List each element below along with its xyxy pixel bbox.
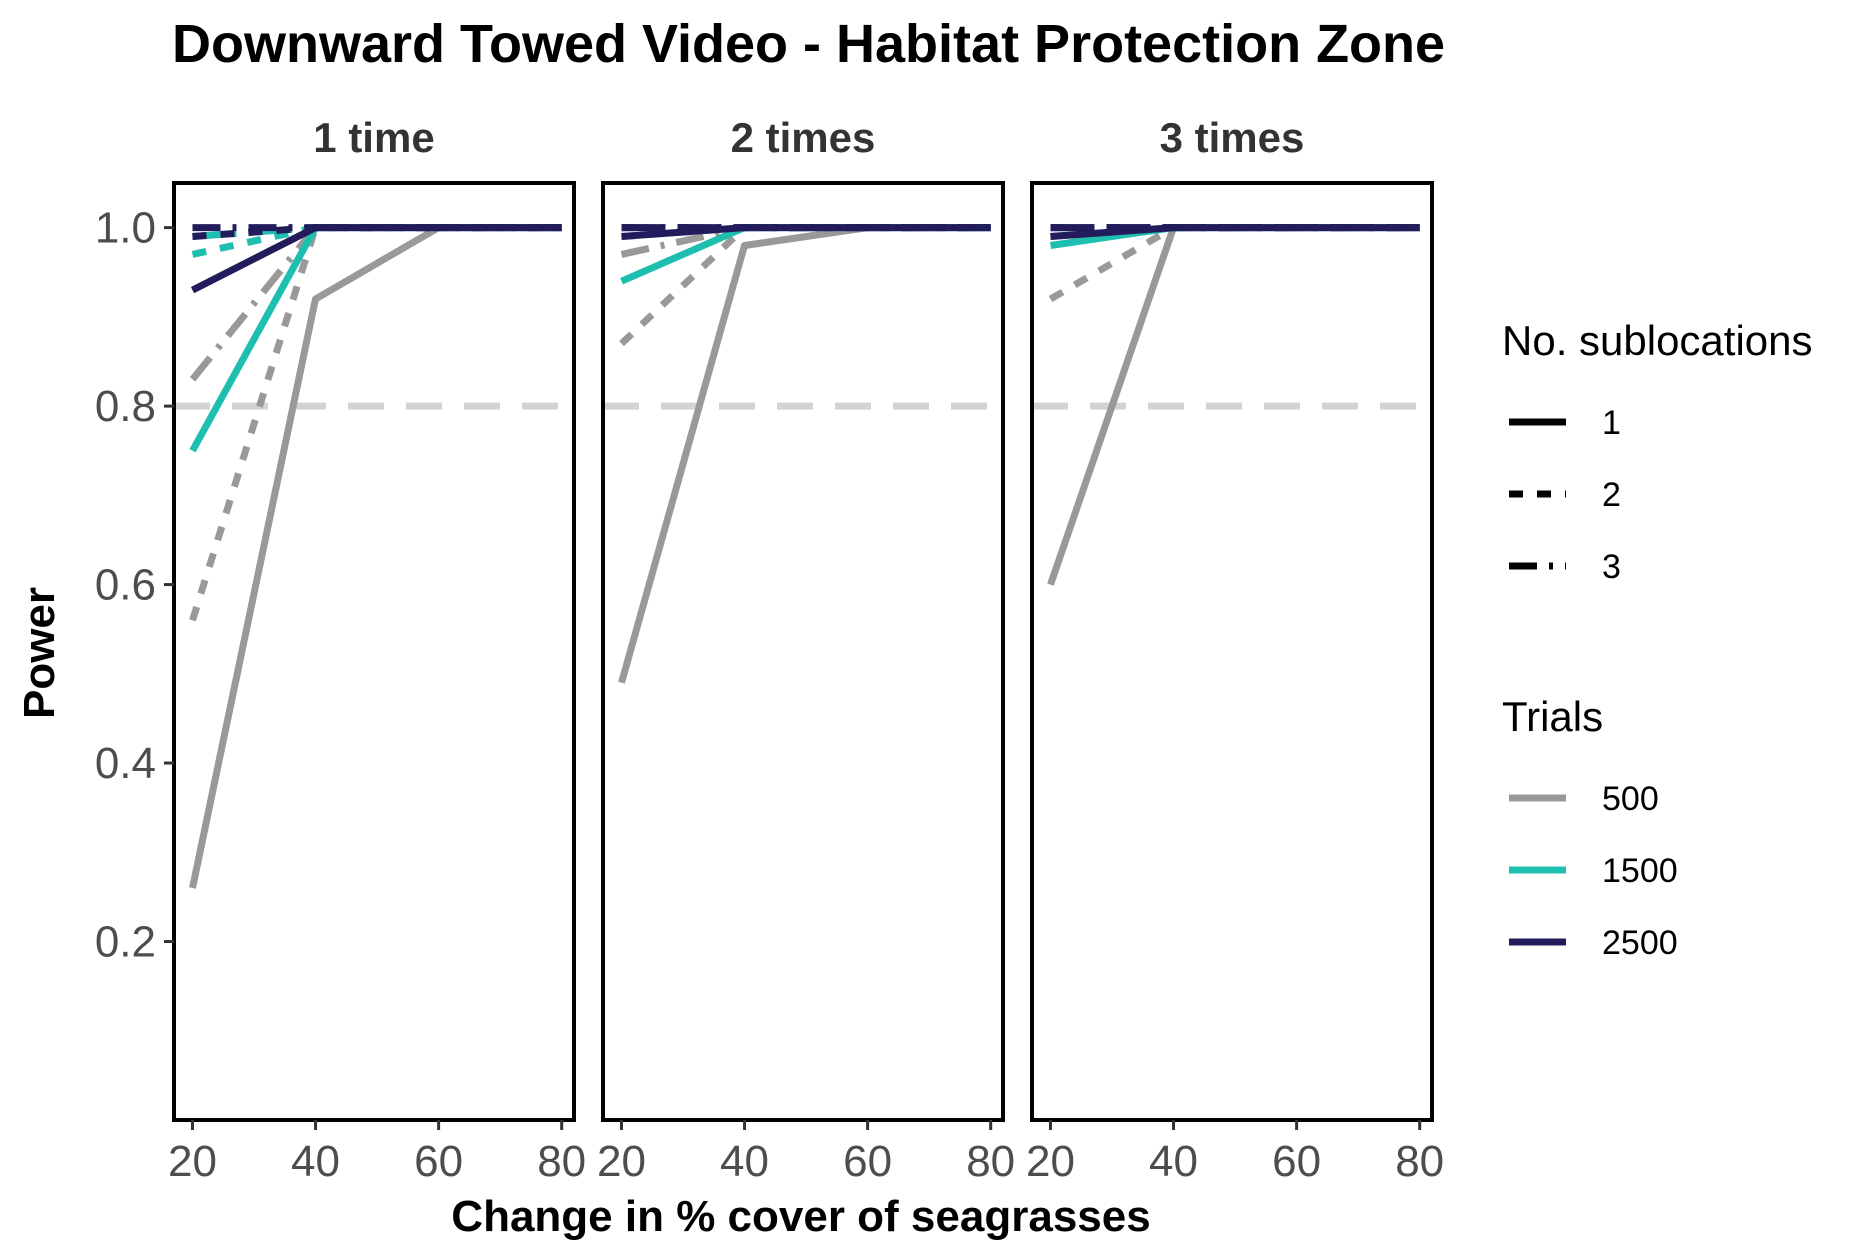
x-tick-label: 60 — [414, 1137, 463, 1186]
panel-strip-label: 3 times — [1160, 114, 1305, 161]
panel-border — [601, 181, 1005, 1122]
y-tick-label: 0.8 — [95, 382, 156, 431]
legend: No. sublocations 1 2 3 Trials 500 1500 2500 — [1502, 317, 1813, 962]
series-line-trials-2500-subloc-2 — [192, 224, 562, 240]
legend-label-trials: 500 — [1602, 780, 1659, 818]
legend-label-trials: 1500 — [1602, 852, 1678, 890]
y-tick-label: 0.2 — [95, 918, 156, 967]
x-tick-label: 20 — [1026, 1137, 1075, 1186]
legend-color-entries: 500 1500 2500 — [1509, 780, 1678, 962]
legend-label-trials: 2500 — [1602, 924, 1678, 962]
x-tick-label: 40 — [1149, 1137, 1198, 1186]
panel-strip-label: 2 times — [731, 114, 876, 161]
panel-3: 3 times 20 40 60 80 — [1026, 114, 1444, 1186]
y-axis-title: Power — [15, 587, 64, 719]
legend-title-trials: Trials — [1502, 693, 1603, 740]
x-tick-label: 80 — [966, 1137, 1015, 1186]
chart-title: Downward Towed Video - Habitat Protectio… — [172, 14, 1445, 74]
x-tick-label: 20 — [168, 1137, 217, 1186]
legend-label-linetype: 1 — [1602, 404, 1621, 442]
panels: 1 time 20 40 60 80 0.2 0.4 0.6 0.8 1.0 2 times 20 40… — [95, 114, 1444, 1186]
panel-1: 1 time 20 40 60 80 0.2 0.4 0.6 0.8 1.0 — [95, 114, 586, 1186]
x-tick-label: 40 — [291, 1137, 340, 1186]
y-tick-label: 1.0 — [95, 204, 156, 253]
x-tick-label: 80 — [1395, 1137, 1444, 1186]
x-tick-label: 20 — [597, 1137, 646, 1186]
legend-label-linetype: 2 — [1602, 476, 1621, 514]
panel-strip-label: 1 time — [313, 114, 434, 161]
panel-2: 2 times 20 40 60 80 — [597, 114, 1015, 1186]
x-tick-label: 60 — [1272, 1137, 1321, 1186]
legend-linetype-entries: 1 2 3 — [1509, 404, 1621, 586]
panel-border — [172, 181, 576, 1122]
x-tick-label: 80 — [537, 1137, 586, 1186]
y-tick-label: 0.6 — [95, 561, 156, 610]
x-axis-title: Change in % cover of seagrasses — [451, 1192, 1150, 1241]
panel-border — [1030, 181, 1434, 1122]
x-tick-label: 40 — [720, 1137, 769, 1186]
legend-title-sublocations: No. sublocations — [1502, 317, 1813, 364]
legend-label-linetype: 3 — [1602, 548, 1621, 586]
y-tick-label: 0.4 — [95, 739, 156, 788]
x-tick-label: 60 — [843, 1137, 892, 1186]
